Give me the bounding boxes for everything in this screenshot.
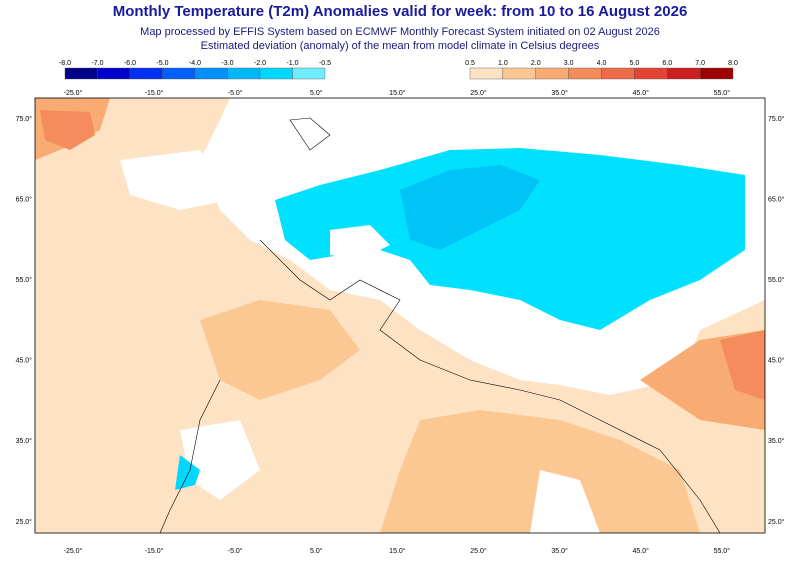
subtitle: Map processed by EFFIS System based on E… [140, 26, 660, 38]
legend-swatch [129, 67, 163, 80]
legend-label: -7.0 [91, 60, 103, 67]
legend-swatch [634, 67, 668, 80]
lon-label: 15.0° [389, 89, 406, 97]
coastline [259, 239, 721, 534]
legend-label: -3.0 [221, 60, 233, 67]
lon-label: 25.0° [470, 547, 487, 555]
lat-label: 25.0° [768, 518, 785, 526]
legend-label: 7.0 [695, 60, 705, 67]
lon-label: 15.0° [389, 547, 406, 555]
neutral-area [120, 150, 230, 210]
legend-label: -0.5 [319, 60, 331, 67]
lon-label: -25.0° [64, 89, 83, 97]
anomaly-area [200, 300, 360, 400]
coastline [289, 117, 331, 151]
legend-label: -2.0 [254, 60, 266, 67]
lat-label: 25.0° [16, 518, 33, 526]
lon-label: 35.0° [551, 547, 568, 555]
lon-label: 55.0° [714, 89, 731, 97]
lat-label: 65.0° [16, 195, 33, 203]
legend-label: 5.0 [630, 60, 640, 67]
anomaly-area [40, 110, 95, 150]
lat-label: 75.0° [16, 115, 33, 123]
map [34, 97, 766, 534]
legend-swatch [162, 67, 196, 80]
legend-swatch [292, 67, 326, 80]
lon-label: 5.0° [310, 89, 323, 97]
legend-swatch [502, 67, 536, 80]
legend-swatch [227, 67, 261, 80]
legend-label: 0.5 [465, 60, 475, 67]
map-frame [34, 97, 766, 534]
legend-label: -8.0 [59, 60, 71, 67]
lon-label: -5.0° [228, 89, 243, 97]
legend-label: -4.0 [189, 60, 201, 67]
legend-label: -5.0 [156, 60, 168, 67]
lat-label: 45.0° [16, 357, 33, 365]
legend-swatch [535, 67, 569, 80]
anomaly-area [720, 330, 765, 400]
neutral-area [330, 225, 390, 260]
lon-label: -15.0° [145, 547, 164, 555]
title: Monthly Temperature (T2m) Anomalies vali… [113, 3, 688, 20]
lon-label: 55.0° [714, 547, 731, 555]
legend-label: -1.0 [286, 60, 298, 67]
lon-label: -15.0° [145, 89, 164, 97]
lon-label: -25.0° [64, 547, 83, 555]
neutral-area [530, 470, 600, 533]
lat-label: 55.0° [768, 276, 785, 284]
lon-label: 25.0° [470, 89, 487, 97]
legend-label: 1.0 [498, 60, 508, 67]
anomaly-area [400, 165, 540, 250]
lat-label: 35.0° [16, 437, 33, 445]
lon-label: 45.0° [632, 89, 649, 97]
legend-label: 8.0 [728, 60, 738, 67]
subtitle: Estimated deviation (anomaly) of the mea… [201, 40, 600, 52]
lon-label: 45.0° [632, 547, 649, 555]
anomaly-area [275, 148, 745, 330]
legend-label: 2.0 [531, 60, 541, 67]
legend-swatch [97, 67, 131, 80]
legend-swatch [601, 67, 635, 80]
lon-label: 5.0° [310, 547, 323, 555]
legend-swatch [194, 67, 228, 80]
anomaly-area [175, 455, 200, 490]
coastline [159, 379, 221, 534]
legend-swatch [64, 67, 98, 80]
lat-label: 35.0° [768, 437, 785, 445]
legend-label: 6.0 [662, 60, 672, 67]
legend-swatch [469, 67, 504, 80]
lon-label: -5.0° [228, 547, 243, 555]
lat-label: 55.0° [16, 276, 33, 284]
legend-swatch [259, 67, 293, 80]
neutral-area [180, 420, 260, 500]
legend-swatch [699, 67, 734, 80]
legend-label: 4.0 [597, 60, 607, 67]
lat-label: 75.0° [768, 115, 785, 123]
lon-label: 35.0° [551, 89, 568, 97]
legend-label: 3.0 [564, 60, 574, 67]
legend-label: -6.0 [124, 60, 136, 67]
lat-label: 65.0° [768, 195, 785, 203]
lat-label: 45.0° [768, 357, 785, 365]
legend-swatch [568, 67, 602, 80]
legend-swatch [667, 67, 701, 80]
